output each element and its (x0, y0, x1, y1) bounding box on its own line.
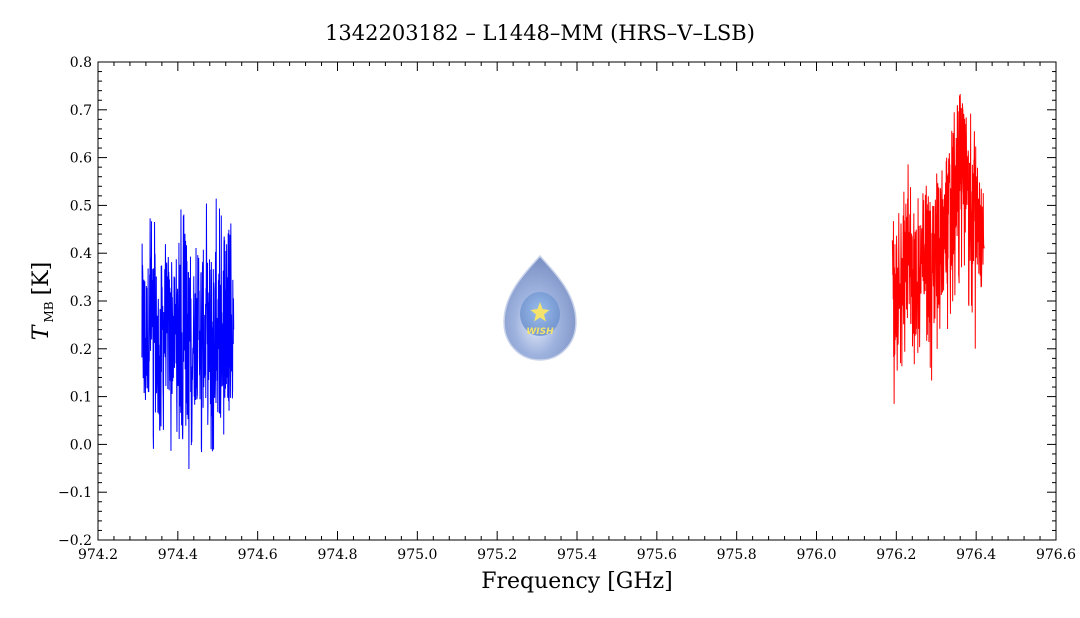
y-tick-label: 0.7 (70, 103, 92, 119)
y-tick-label: 0.4 (70, 246, 92, 262)
series-line (141, 198, 235, 470)
x-tick-label: 976.0 (796, 547, 836, 563)
series-layer (141, 94, 985, 470)
y-axis-label-sub: MB (42, 301, 56, 322)
x-tick-label: 976.2 (876, 547, 916, 563)
y-tick-label: 0.8 (70, 55, 92, 71)
y-tick-label: −0.2 (58, 533, 92, 549)
x-tick-label: 974.4 (158, 547, 198, 563)
series-line (891, 94, 985, 404)
series-1 (141, 198, 235, 470)
y-tick-label: 0.6 (70, 151, 92, 167)
y-tick-label: 0.2 (70, 342, 92, 358)
y-axis-label: TMB [K] (29, 262, 56, 340)
x-axis-ticks: 974.2 974.4 974.6 974.8 975.0 975.2 975.4 975.6… (78, 62, 1076, 563)
x-tick-label: 974.8 (317, 547, 357, 563)
chart-title: 1342203182 – L1448–MM (HRS–V–LSB) (325, 21, 755, 45)
x-tick-label: 975.4 (557, 547, 597, 563)
y-tick-label: 0.1 (70, 390, 92, 406)
y-tick-label: −0.1 (58, 485, 92, 501)
series-2 (891, 94, 985, 404)
y-axis-title: TMB [K] (29, 262, 56, 340)
y-axis-ticks: −0.2 −0.1 0.0 0.1 0.2 0.3 0.4 0.5 0.6 0.7 0.8 (58, 55, 1056, 549)
x-tick-label: 976.4 (956, 547, 996, 563)
x-tick-label: 975.0 (397, 547, 437, 563)
x-tick-label: 975.8 (717, 547, 757, 563)
x-tick-label: 975.6 (637, 547, 677, 563)
x-tick-label: 975.2 (477, 547, 517, 563)
y-tick-label: 0.0 (70, 437, 92, 453)
y-tick-label: 0.3 (70, 294, 92, 310)
x-tick-label: 974.6 (238, 547, 278, 563)
x-axis-title: Frequency [GHz] (481, 569, 673, 594)
x-axis-label: Frequency [GHz] (481, 569, 673, 594)
y-axis-label-unit: [K] (29, 262, 54, 296)
x-tick-label: 974.2 (78, 547, 118, 563)
logo-text: WISH (526, 327, 554, 337)
y-tick-label: 0.5 (70, 198, 92, 214)
y-axis-label-main: T (29, 323, 54, 340)
wish-logo: WISH (503, 254, 577, 361)
x-tick-label: 976.6 (1036, 547, 1076, 563)
